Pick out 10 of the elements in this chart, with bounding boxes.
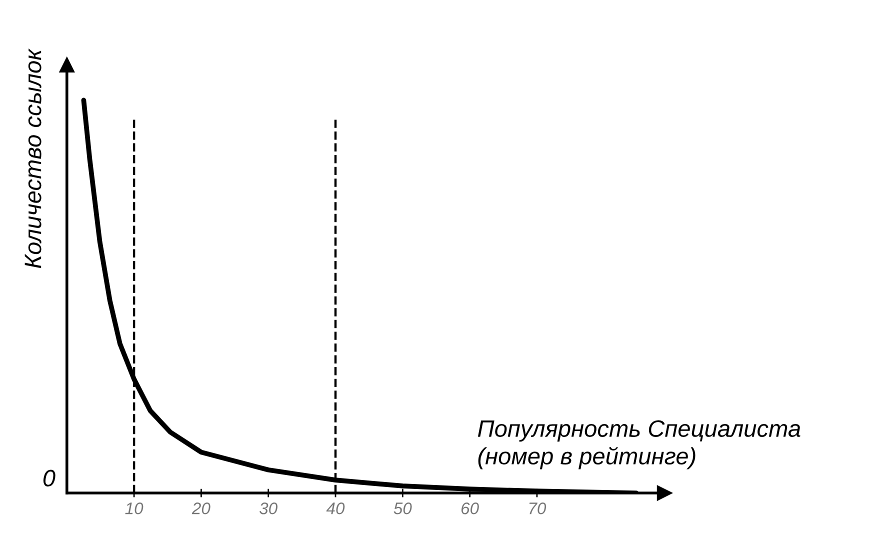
y-axis-title: Количество ссылок	[24, 48, 42, 268]
x-tick-label: 10	[125, 502, 144, 514]
x-tick-label: 30	[259, 502, 278, 514]
x-tick-label: 40	[326, 502, 345, 514]
x-axis-title: Популярность Специалиста (номер в рейтинге)	[478, 420, 800, 470]
x-tick-label: 60	[461, 502, 479, 514]
text: 0	[43, 470, 56, 487]
x-tick-label: 20	[192, 502, 210, 514]
x-tick-label: 50	[394, 502, 412, 514]
x-tick-label: 70	[529, 502, 546, 514]
